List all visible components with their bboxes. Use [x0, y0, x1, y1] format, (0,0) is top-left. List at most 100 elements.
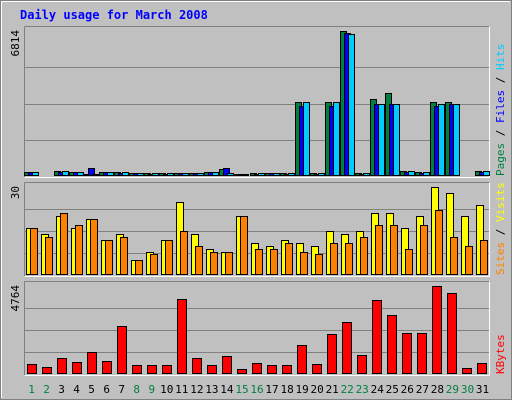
bar-kbytes-day-9: [147, 365, 157, 374]
bar-sites-day-31: [480, 240, 488, 275]
bar-kbytes-day-14: [222, 356, 232, 374]
bar-sites-day-25: [390, 225, 398, 275]
x-tick-label-18: 18: [280, 383, 293, 396]
bar-hits-day-27: [423, 172, 430, 176]
bar-hits-day-18: [288, 173, 295, 176]
x-tick-label-31: 31: [476, 383, 489, 396]
x-tick-label-14: 14: [220, 383, 234, 396]
bar-kbytes-day-29: [447, 293, 457, 374]
bar-hits-day-26: [408, 171, 415, 176]
bar-hits-day-28: [438, 104, 445, 176]
bar-kbytes-day-30: [462, 368, 472, 374]
x-tick-label-2: 2: [43, 383, 50, 396]
bar-sites-day-21: [330, 243, 338, 275]
bar-sites-day-20: [315, 254, 323, 275]
bar-kbytes-day-13: [207, 365, 217, 374]
bar-sites-day-7: [120, 237, 128, 275]
bar-hits-day-11: [182, 173, 189, 176]
legend-sites: Sites: [494, 242, 507, 275]
bar-sites-day-1: [30, 228, 38, 275]
x-tick-label-7: 7: [118, 383, 125, 396]
bar-kbytes-day-23: [357, 355, 367, 374]
bar-kbytes-day-2: [42, 367, 52, 374]
bar-kbytes-day-19: [297, 345, 307, 374]
bar-hits-day-15: [242, 174, 249, 176]
bar-sites-day-6: [105, 240, 113, 275]
legend-files: Files: [494, 90, 507, 123]
bar-sites-day-2: [45, 237, 53, 275]
bar-sites-day-14: [225, 252, 233, 275]
bar-hits-day-13: [212, 172, 219, 176]
bar-sites-day-26: [405, 249, 413, 275]
bar-hits-day-16: [258, 173, 265, 176]
legend-visits: Visits: [494, 182, 507, 222]
bar-kbytes-day-7: [117, 326, 127, 374]
legend-visits-sites: Sites / Visits: [494, 182, 507, 275]
y-max-label: 4764: [9, 285, 22, 312]
bar-kbytes-day-17: [267, 365, 277, 374]
bar-files-day-5: [88, 168, 95, 176]
x-tick-label-10: 10: [160, 383, 173, 396]
panel-area: [24, 26, 490, 178]
bar-hits-day-20: [318, 173, 325, 176]
bar-hits-day-1: [32, 172, 39, 176]
bar-kbytes-day-3: [57, 358, 67, 374]
bar-hits-day-12: [197, 173, 204, 176]
bar-hits-day-25: [393, 104, 400, 176]
bar-hits-day-31: [483, 171, 490, 176]
chart-panels: 6814 Pages / Files / Hits 30 Sites / Visits…: [9, 26, 507, 376]
x-tick-label-27: 27: [416, 383, 429, 396]
legend-pages: Pages: [494, 143, 507, 176]
bar-sites-day-19: [300, 252, 308, 275]
x-tick-label-15: 15: [235, 383, 248, 396]
x-tick-label-22: 22: [341, 383, 354, 396]
x-tick-label-28: 28: [431, 383, 444, 396]
bar-sites-day-8: [135, 260, 143, 275]
x-tick-label-6: 6: [103, 383, 110, 396]
bar-sites-day-28: [435, 210, 443, 275]
bar-sites-day-27: [420, 225, 428, 275]
bar-kbytes-day-22: [342, 322, 352, 374]
panel-kbytes: 4764 KBytes: [9, 281, 507, 376]
x-tick-label-30: 30: [461, 383, 474, 396]
x-tick-label-29: 29: [446, 383, 459, 396]
bar-hits-day-9: [152, 173, 159, 176]
bar-kbytes-day-15: [237, 369, 247, 374]
bar-kbytes-day-5: [87, 352, 97, 374]
bar-sites-day-10: [165, 240, 173, 275]
x-tick-label-8: 8: [133, 383, 140, 396]
bar-sites-day-13: [210, 252, 218, 275]
bar-sites-day-18: [285, 243, 293, 275]
x-tick-label-11: 11: [175, 383, 188, 396]
x-tick-label-17: 17: [265, 383, 278, 396]
bar-hits-day-6: [107, 172, 114, 176]
bar-sites-day-22: [345, 243, 353, 275]
x-tick-label-16: 16: [250, 383, 263, 396]
bar-hits-day-3: [62, 171, 69, 176]
bar-kbytes-day-21: [327, 334, 337, 374]
bar-hits-day-8: [137, 173, 144, 176]
bar-kbytes-day-12: [192, 358, 202, 374]
x-tick-label-12: 12: [190, 383, 203, 396]
bar-sites-day-24: [375, 225, 383, 275]
bar-kbytes-day-31: [477, 363, 487, 374]
bar-kbytes-day-8: [132, 365, 142, 374]
bar-sites-day-15: [240, 216, 248, 275]
bar-hits-day-24: [378, 104, 385, 176]
legend-hits: Hits: [494, 44, 507, 71]
bar-kbytes-day-27: [417, 333, 427, 374]
x-axis-day-labels: 1 2 3 4 5 6 7 8 9 10 11 12 13 14 15 16 17 18 19 20 21 22 23 24 2…: [28, 383, 489, 396]
bar-hits-day-4: [77, 172, 84, 176]
x-tick-label-20: 20: [310, 383, 323, 396]
bar-kbytes-day-25: [387, 315, 397, 374]
x-tick-label-19: 19: [295, 383, 308, 396]
bar-hits-day-14: [227, 173, 234, 176]
legend-separator: /: [494, 70, 507, 90]
bar-kbytes-day-6: [102, 361, 112, 374]
legend-kbytes: KBytes: [494, 334, 507, 374]
bar-kbytes-day-10: [162, 365, 172, 374]
bar-sites-day-30: [465, 246, 473, 275]
panel-visits-sites: 30 Sites / Visits: [9, 182, 507, 277]
